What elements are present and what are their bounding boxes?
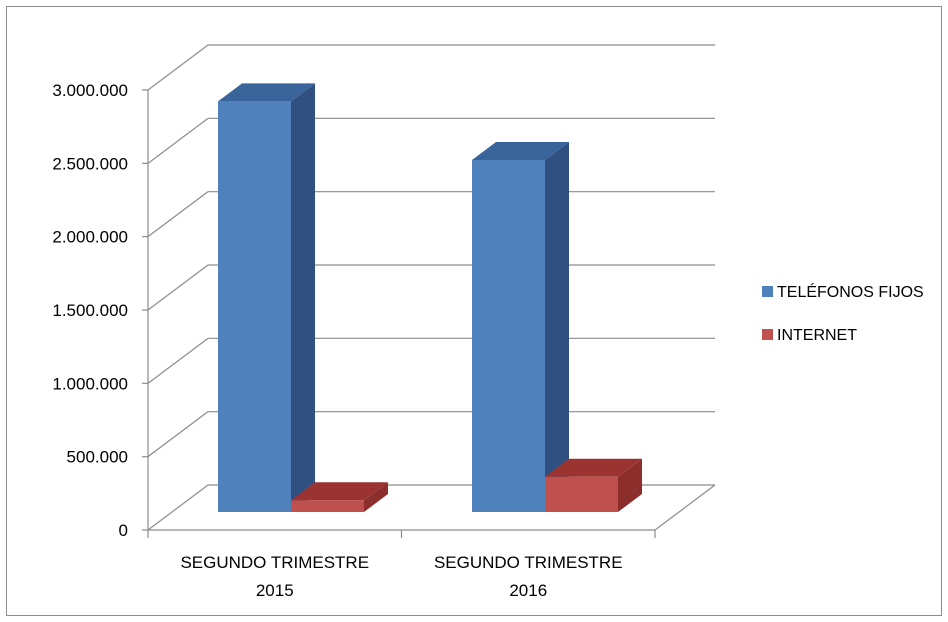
bar-side [291,83,315,512]
y-tick-label: 3.000.000 [52,81,128,100]
legend-swatch [762,286,773,297]
gridline-side [147,117,209,164]
x-category-label: SEGUNDO TRIMESTRE [434,553,623,572]
x-category-label: SEGUNDO TRIMESTRE [180,553,369,572]
gridline-side [147,44,209,91]
gridline-side [147,264,209,311]
y-tick-label: 1.500.000 [52,301,128,320]
bar-front [545,476,618,512]
y-tick-label: 2.000.000 [52,228,128,247]
bar-side [545,142,569,512]
bar-top [218,83,315,102]
bar-side [618,458,642,512]
legend-swatch [762,329,773,340]
legend-label: TELÉFONOS FIJOS [777,282,924,301]
bar-top [472,142,569,160]
bar-side [364,482,388,512]
x-category-label: 2016 [509,581,547,600]
y-tick-label: 0 [119,521,128,540]
bar-front [218,101,291,512]
y-tick-label: 500.000 [67,448,128,467]
floor-right-edge [654,484,716,531]
gridline-side [147,191,209,238]
y-tick-label: 2.500.000 [52,154,128,173]
bar-top [545,458,642,477]
gridline-side [147,484,209,531]
y-tick-label: 1.000.000 [52,374,128,393]
bar-front [291,500,364,512]
legend-label: INTERNET [777,327,857,344]
bar-top [291,482,388,501]
gridline-side [147,411,209,458]
bar-front [472,160,545,512]
gridline-side [147,337,209,384]
x-category-label: 2015 [256,581,294,600]
